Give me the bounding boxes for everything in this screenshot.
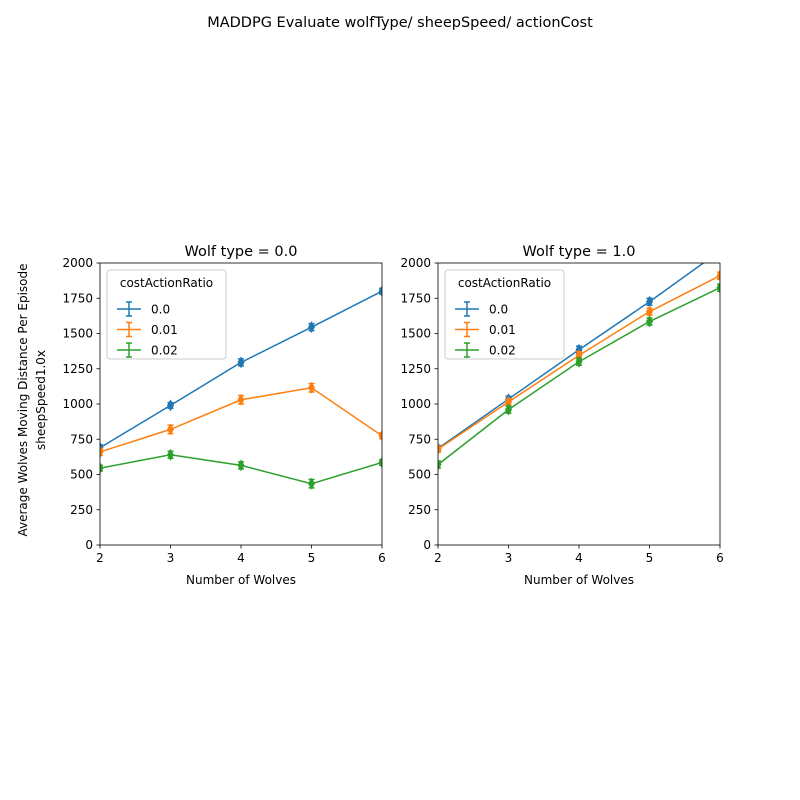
y-tick-label: 1000 bbox=[400, 397, 431, 411]
legend-label: 0.01 bbox=[489, 323, 516, 337]
data-point-marker bbox=[308, 381, 315, 394]
axes-frame bbox=[99, 262, 383, 546]
plot-area bbox=[438, 245, 724, 471]
legend-title: costActionRatio bbox=[458, 276, 551, 290]
data-point-marker bbox=[646, 315, 653, 328]
y-tick-label: 250 bbox=[70, 503, 93, 517]
plot-area bbox=[100, 285, 382, 490]
x-tick-label: 5 bbox=[646, 551, 654, 565]
y-tick-label: 500 bbox=[70, 468, 93, 482]
legend-box bbox=[444, 269, 565, 360]
chart-panel-wolf-type-1: Wolf type = 1.0 2 3 4 5 6 0 250 500 750 1000 1250 15… bbox=[400, 244, 723, 587]
y-tick-label: 750 bbox=[408, 432, 431, 446]
legend-label: 0.01 bbox=[151, 323, 178, 337]
data-point-marker bbox=[716, 281, 720, 294]
x-tick-label: 3 bbox=[167, 551, 175, 565]
data-point-marker bbox=[575, 355, 583, 368]
data-point-marker bbox=[100, 445, 104, 458]
legend-label: 0.02 bbox=[489, 344, 516, 358]
legend: costActionRatio 0.0 0.01 0.02 bbox=[106, 269, 227, 360]
series-0.01 bbox=[100, 381, 382, 458]
data-point-marker bbox=[646, 295, 653, 308]
x-tick-label: 5 bbox=[308, 551, 316, 565]
data-point-marker bbox=[100, 462, 104, 475]
data-point-marker bbox=[167, 399, 174, 412]
data-point-marker bbox=[378, 429, 382, 442]
figure-ylabel-line2: sheepSpeed1.0x bbox=[34, 350, 48, 450]
data-point-marker bbox=[167, 448, 174, 461]
y-tick-label: 500 bbox=[408, 468, 431, 482]
x-tick-label: 6 bbox=[378, 551, 386, 565]
data-point-marker bbox=[438, 443, 442, 456]
data-point-marker bbox=[505, 403, 512, 416]
data-point-marker bbox=[167, 423, 174, 436]
y-tick-label: 0 bbox=[85, 538, 93, 552]
y-tick-label: 1250 bbox=[400, 362, 431, 376]
data-point-marker bbox=[378, 285, 382, 298]
y-tick-label: 1750 bbox=[62, 291, 93, 305]
y-tick-label: 1750 bbox=[400, 291, 431, 305]
x-tick-label: 3 bbox=[505, 551, 513, 565]
series-0.02 bbox=[100, 448, 382, 490]
panel-title: Wolf type = 0.0 bbox=[185, 244, 298, 260]
y-tick-label: 1500 bbox=[400, 327, 431, 341]
legend-label: 0.02 bbox=[151, 344, 178, 358]
y-tick-label: 2000 bbox=[62, 256, 93, 270]
y-tick-label: 0 bbox=[423, 538, 431, 552]
y-tick-label: 1000 bbox=[62, 397, 93, 411]
axes-frame bbox=[437, 262, 721, 546]
data-point-marker bbox=[237, 356, 245, 369]
panel-title: Wolf type = 1.0 bbox=[523, 244, 636, 260]
x-tick-label: 2 bbox=[96, 551, 104, 565]
x-axis-label: Number of Wolves bbox=[524, 573, 634, 587]
series-0.02 bbox=[438, 281, 720, 471]
legend-label: 0.0 bbox=[151, 303, 170, 317]
legend-box bbox=[106, 269, 227, 360]
y-tick-label: 1500 bbox=[62, 327, 93, 341]
data-point-marker bbox=[237, 393, 245, 406]
figure-suptitle: MADDPG Evaluate wolfType/ sheepSpeed/ ac… bbox=[207, 15, 593, 31]
y-tick-label: 250 bbox=[408, 503, 431, 517]
data-point-marker bbox=[237, 459, 245, 472]
series-0.0 bbox=[100, 285, 382, 454]
y-tick-label: 1250 bbox=[62, 362, 93, 376]
x-tick-label: 4 bbox=[575, 551, 583, 565]
legend-label: 0.0 bbox=[489, 303, 508, 317]
y-tick-label: 2000 bbox=[400, 256, 431, 270]
x-tick-label: 4 bbox=[237, 551, 245, 565]
data-point-marker bbox=[308, 321, 315, 334]
legend-title: costActionRatio bbox=[120, 276, 213, 290]
data-point-marker bbox=[505, 395, 512, 408]
data-point-marker bbox=[378, 456, 382, 469]
figure-ylabel-line1: Average Wolves Moving Distance Per Episo… bbox=[16, 264, 30, 537]
legend: costActionRatio 0.0 0.01 0.02 bbox=[444, 269, 565, 360]
data-point-marker bbox=[716, 269, 720, 282]
data-point-marker bbox=[438, 458, 442, 471]
data-point-marker bbox=[308, 477, 315, 490]
x-tick-label: 6 bbox=[716, 551, 724, 565]
chart-panel-wolf-type-0: Wolf type = 0.0 2 3 4 5 6 0 250 500 750 1000 1250 15… bbox=[62, 244, 385, 587]
y-tick-label: 750 bbox=[70, 432, 93, 446]
data-point-marker bbox=[717, 245, 724, 257]
x-tick-label: 2 bbox=[434, 551, 442, 565]
data-point-marker bbox=[646, 305, 653, 318]
x-axis-label: Number of Wolves bbox=[186, 573, 296, 587]
series-0.01 bbox=[438, 269, 720, 456]
